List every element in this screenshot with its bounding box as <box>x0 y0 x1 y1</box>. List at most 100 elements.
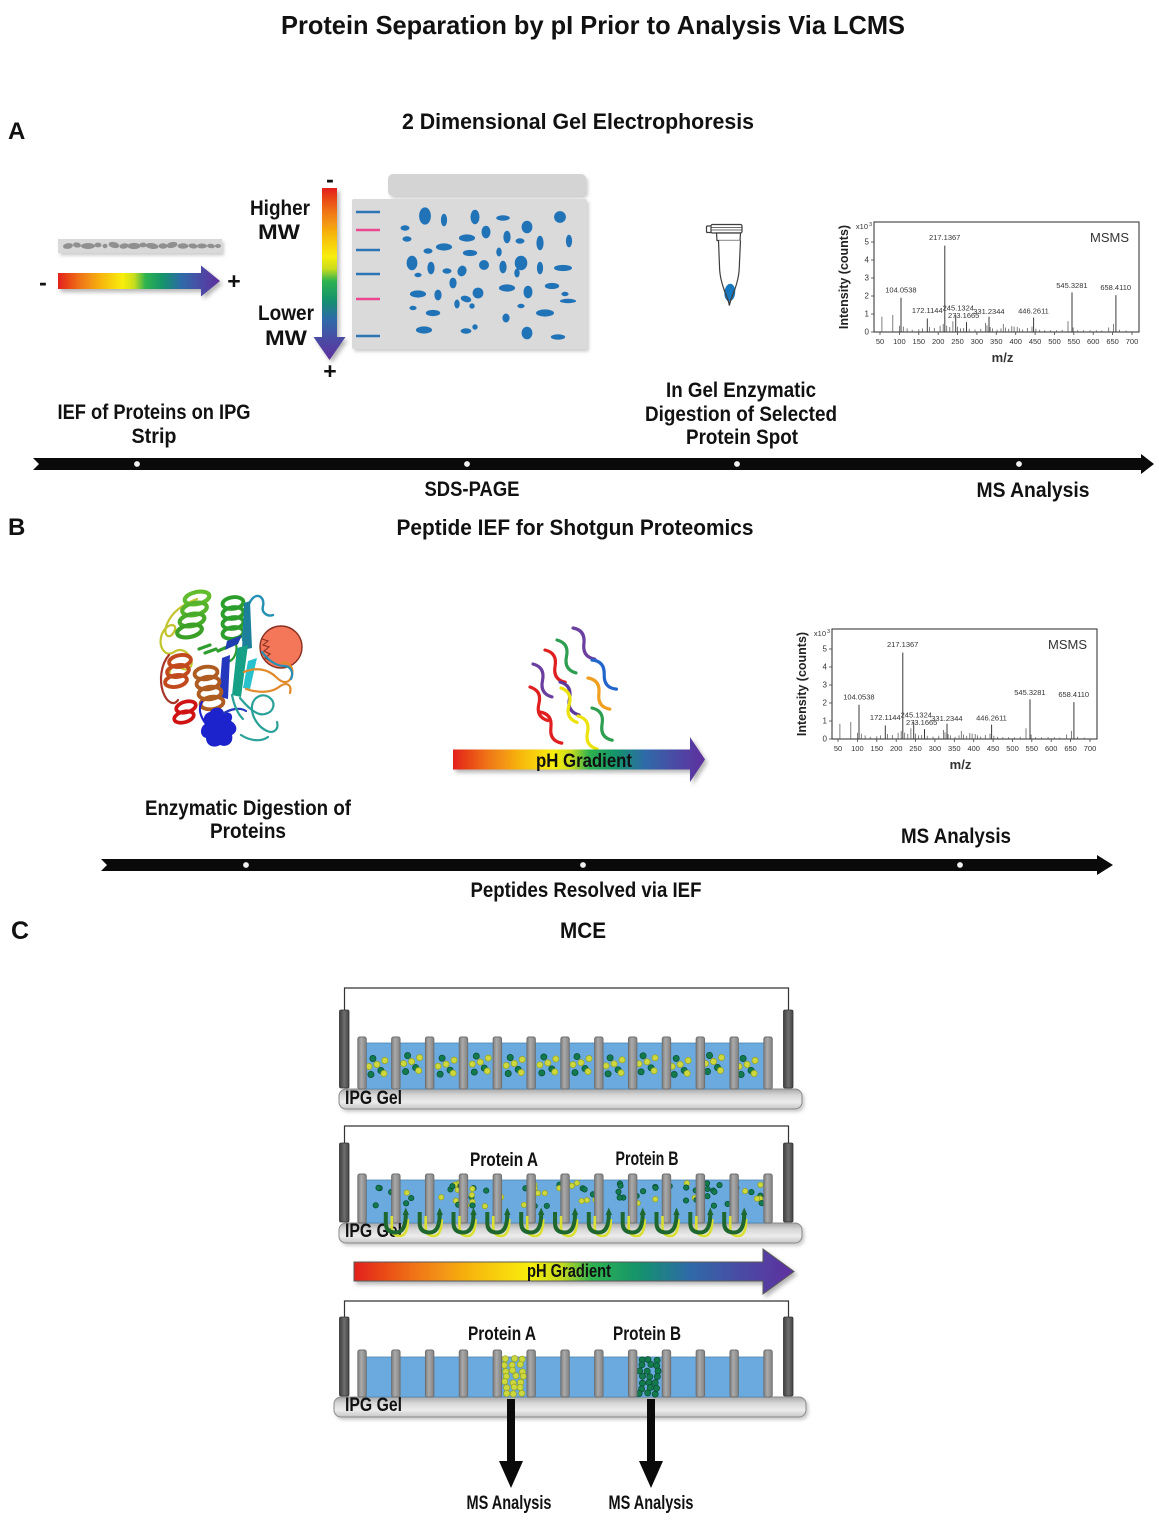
svg-text:Digestion of Selected: Digestion of Selected <box>645 403 837 426</box>
svg-text:MS Analysis: MS Analysis <box>901 825 1011 848</box>
svg-text:500: 500 <box>1006 744 1019 753</box>
svg-text:245.1324: 245.1324 <box>943 303 974 312</box>
svg-text:172.1144: 172.1144 <box>870 713 901 722</box>
svg-text:MCE: MCE <box>560 918 606 943</box>
svg-text:658.4110: 658.4110 <box>1100 283 1131 292</box>
svg-text:0: 0 <box>865 328 870 337</box>
svg-text:400: 400 <box>967 744 980 753</box>
svg-text:50: 50 <box>834 744 842 753</box>
svg-text:650: 650 <box>1106 337 1119 346</box>
svg-text:IEF of Proteins on IPG: IEF of Proteins on IPG <box>58 401 251 424</box>
svg-text:104.0538: 104.0538 <box>843 692 874 701</box>
svg-text:104.0538: 104.0538 <box>885 285 916 294</box>
svg-text:217.1367: 217.1367 <box>929 233 960 242</box>
svg-text:3: 3 <box>869 222 872 228</box>
svg-text:400: 400 <box>1009 337 1022 346</box>
svg-text:B: B <box>8 514 25 541</box>
svg-text:C: C <box>11 917 29 945</box>
svg-text:3: 3 <box>865 274 870 283</box>
svg-text:658.4110: 658.4110 <box>1058 690 1089 699</box>
svg-text:Protein A: Protein A <box>468 1324 536 1345</box>
svg-text:Higher: Higher <box>250 197 310 220</box>
svg-text:3: 3 <box>827 629 830 635</box>
svg-text:MS Analysis: MS Analysis <box>977 479 1090 502</box>
svg-text:300: 300 <box>971 337 984 346</box>
svg-text:Protein B: Protein B <box>613 1324 681 1345</box>
svg-text:200: 200 <box>890 744 903 753</box>
svg-text:5: 5 <box>823 645 828 654</box>
svg-text:2: 2 <box>865 292 870 301</box>
svg-text:-: - <box>326 166 334 192</box>
svg-text:217.1367: 217.1367 <box>887 640 918 649</box>
svg-text:650: 650 <box>1064 744 1077 753</box>
svg-text:100: 100 <box>893 337 906 346</box>
svg-text:Peptides Resolved via IEF: Peptides Resolved via IEF <box>471 879 702 902</box>
svg-text:550: 550 <box>1026 744 1039 753</box>
svg-text:450: 450 <box>987 744 1000 753</box>
svg-text:Strip: Strip <box>132 425 177 448</box>
svg-text:Intensity (counts): Intensity (counts) <box>837 225 851 329</box>
svg-text:50: 50 <box>876 337 884 346</box>
svg-text:700: 700 <box>1126 337 1139 346</box>
svg-text:Intensity (counts): Intensity (counts) <box>795 632 809 736</box>
svg-text:150: 150 <box>871 744 884 753</box>
svg-text:Protein A: Protein A <box>470 1150 538 1171</box>
svg-text:IPG Gel: IPG Gel <box>345 1395 402 1416</box>
svg-text:250: 250 <box>951 337 964 346</box>
svg-text:MW: MW <box>265 327 307 350</box>
svg-text:-: - <box>39 269 47 295</box>
svg-text:Protein B: Protein B <box>616 1149 679 1170</box>
svg-text:172.1144: 172.1144 <box>912 306 943 315</box>
svg-text:550: 550 <box>1068 337 1081 346</box>
svg-text:Protein Spot: Protein Spot <box>686 426 798 449</box>
svg-text:331.2344: 331.2344 <box>931 714 962 723</box>
svg-text:SDS-PAGE: SDS-PAGE <box>425 478 520 501</box>
svg-text:600: 600 <box>1087 337 1100 346</box>
svg-text:150: 150 <box>913 337 926 346</box>
svg-text:446.2611: 446.2611 <box>976 713 1007 722</box>
svg-text:545.3281: 545.3281 <box>1056 281 1087 290</box>
svg-text:x10: x10 <box>814 629 826 638</box>
svg-text:545.3281: 545.3281 <box>1014 688 1045 697</box>
svg-text:3: 3 <box>823 681 828 690</box>
svg-text:IPG Gel: IPG Gel <box>345 1088 402 1109</box>
svg-text:4: 4 <box>865 256 870 265</box>
svg-text:m/z: m/z <box>950 757 972 772</box>
svg-text:Protein Separation by pI Prior: Protein Separation by pI Prior to Analys… <box>281 10 905 40</box>
svg-text:446.2611: 446.2611 <box>1018 306 1049 315</box>
svg-text:pH Gradient: pH Gradient <box>527 1261 611 1281</box>
svg-text:0: 0 <box>823 735 828 744</box>
svg-text:700: 700 <box>1084 744 1097 753</box>
svg-text:350: 350 <box>990 337 1003 346</box>
svg-text:250: 250 <box>909 744 922 753</box>
svg-text:450: 450 <box>1029 337 1042 346</box>
svg-text:x10: x10 <box>856 222 868 231</box>
svg-text:+: + <box>227 268 240 294</box>
svg-text:Lower: Lower <box>258 302 314 325</box>
svg-text:In Gel Enzymatic: In Gel Enzymatic <box>666 379 816 402</box>
svg-text:100: 100 <box>851 744 864 753</box>
svg-text:Enzymatic Digestion of: Enzymatic Digestion of <box>145 797 352 820</box>
svg-text:5: 5 <box>865 238 870 247</box>
svg-text:m/z: m/z <box>992 350 1014 365</box>
svg-text:331.2344: 331.2344 <box>973 307 1004 316</box>
svg-text:2 Dimensional Gel Electrophore: 2 Dimensional Gel Electrophoresis <box>402 109 754 134</box>
svg-text:A: A <box>8 118 25 145</box>
svg-text:600: 600 <box>1045 744 1058 753</box>
svg-text:2: 2 <box>823 699 828 708</box>
svg-text:MW: MW <box>258 221 300 244</box>
svg-text:MS Analysis: MS Analysis <box>609 1493 694 1514</box>
svg-text:273.1665: 273.1665 <box>906 718 937 727</box>
svg-text:1: 1 <box>865 310 870 319</box>
svg-text:300: 300 <box>929 744 942 753</box>
svg-text:Proteins: Proteins <box>210 820 286 843</box>
svg-text:Peptide IEF for Shotgun Proteo: Peptide IEF for Shotgun Proteomics <box>397 515 754 540</box>
svg-text:200: 200 <box>932 337 945 346</box>
svg-text:MS Analysis: MS Analysis <box>467 1493 552 1514</box>
svg-text:4: 4 <box>823 663 828 672</box>
svg-text:MSMS: MSMS <box>1090 230 1129 245</box>
svg-text:pH Gradient: pH Gradient <box>536 751 633 772</box>
svg-text:+: + <box>323 358 336 384</box>
svg-text:273.1665: 273.1665 <box>948 311 979 320</box>
svg-text:1: 1 <box>823 717 828 726</box>
